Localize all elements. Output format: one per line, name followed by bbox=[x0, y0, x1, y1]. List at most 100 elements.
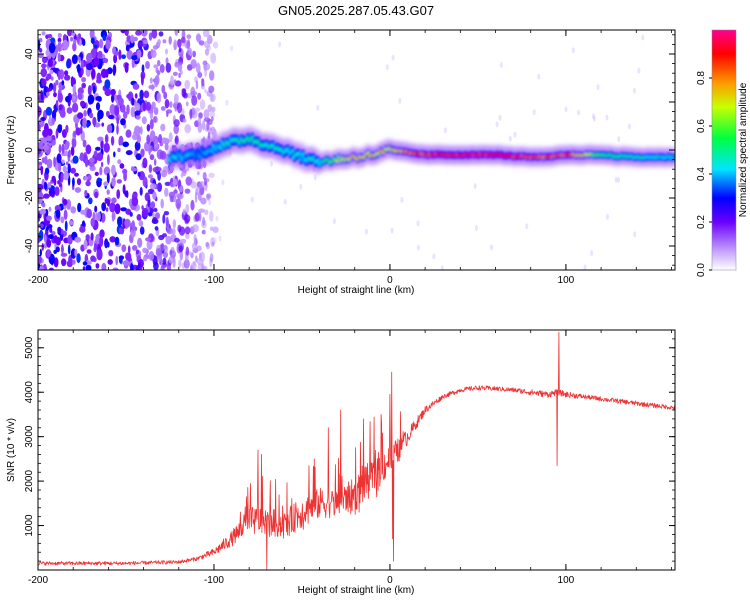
noise-blob bbox=[137, 262, 141, 269]
noise-blob bbox=[134, 125, 141, 136]
noise-blob bbox=[38, 39, 41, 51]
noise-blob bbox=[72, 177, 75, 187]
noise-blob bbox=[40, 165, 44, 176]
noise-blob bbox=[149, 130, 156, 142]
noise-blob bbox=[51, 231, 56, 236]
noise-blob bbox=[137, 41, 143, 47]
noise-blob bbox=[68, 149, 71, 158]
x-tick-label: -100 bbox=[204, 575, 224, 586]
noise-blob bbox=[39, 266, 44, 270]
noise-blob bbox=[71, 77, 76, 87]
noise-blob bbox=[283, 198, 287, 205]
noise-blob bbox=[46, 249, 51, 258]
noise-blob bbox=[475, 225, 478, 231]
noise-blob bbox=[79, 226, 86, 233]
noise-blob bbox=[95, 102, 101, 111]
noise-blob bbox=[99, 38, 104, 49]
noise-blob bbox=[160, 106, 166, 111]
noise-blob bbox=[633, 231, 637, 238]
noise-blob bbox=[119, 163, 125, 169]
noise-blob bbox=[207, 104, 213, 112]
noise-blob bbox=[48, 42, 56, 54]
noise-blob bbox=[155, 248, 162, 257]
noise-blob bbox=[106, 189, 110, 195]
noise-blob bbox=[74, 172, 79, 177]
noise-blob bbox=[82, 139, 87, 148]
noise-blob bbox=[206, 120, 210, 131]
noise-blob bbox=[141, 116, 147, 125]
noise-blob bbox=[109, 236, 116, 243]
noise-blob bbox=[134, 102, 141, 112]
noise-blob bbox=[174, 105, 178, 112]
noise-blob bbox=[93, 56, 100, 67]
noise-blob bbox=[210, 52, 217, 64]
noise-blob bbox=[39, 208, 47, 215]
noise-blob bbox=[38, 229, 44, 241]
noise-blob bbox=[157, 39, 161, 45]
y-tick-label: -40 bbox=[24, 238, 35, 253]
noise-blob bbox=[179, 185, 183, 193]
noise-blob bbox=[202, 172, 207, 180]
noise-blob bbox=[130, 106, 136, 118]
noise-blob bbox=[400, 196, 404, 203]
noise-blob bbox=[583, 264, 587, 270]
noise-blob bbox=[81, 220, 86, 227]
noise-blob bbox=[160, 265, 165, 270]
noise-blob bbox=[96, 152, 104, 162]
noise-blob bbox=[54, 205, 61, 212]
noise-blob bbox=[57, 226, 62, 234]
noise-blob bbox=[114, 106, 120, 117]
noise-blob bbox=[201, 229, 206, 235]
noise-blob bbox=[163, 211, 170, 216]
noise-blob bbox=[191, 261, 197, 270]
noise-blob bbox=[177, 38, 182, 48]
noise-blob bbox=[46, 215, 52, 221]
y-tick-label: -20 bbox=[24, 190, 35, 205]
noise-blob bbox=[537, 73, 541, 80]
noise-blob bbox=[158, 31, 164, 37]
noise-blob bbox=[68, 254, 73, 266]
noise-blob bbox=[92, 85, 96, 95]
noise-blob bbox=[64, 150, 69, 157]
noise-blob bbox=[184, 226, 191, 235]
noise-blob bbox=[66, 199, 72, 210]
noise-blob bbox=[140, 74, 144, 86]
noise-blob bbox=[184, 79, 190, 90]
noise-blob bbox=[63, 144, 70, 150]
noise-blob bbox=[62, 165, 67, 173]
noise-blob bbox=[108, 250, 114, 257]
noise-blob bbox=[162, 39, 167, 44]
noise-blob bbox=[209, 253, 214, 263]
noise-blob bbox=[172, 71, 178, 76]
noise-blob bbox=[64, 70, 69, 76]
noise-blob bbox=[70, 167, 76, 174]
noise-blob bbox=[391, 54, 395, 61]
noise-blob bbox=[48, 234, 54, 240]
noise-blob bbox=[153, 107, 159, 116]
noise-blob bbox=[190, 181, 198, 189]
noise-blob bbox=[163, 244, 168, 250]
noise-blob bbox=[114, 236, 120, 246]
noise-blob bbox=[105, 39, 111, 50]
noise-blob bbox=[126, 93, 132, 99]
noise-blob bbox=[203, 40, 210, 49]
noise-blob bbox=[44, 234, 47, 244]
noise-blob bbox=[154, 158, 157, 166]
noise-blob bbox=[104, 134, 109, 144]
noise-blob bbox=[139, 186, 143, 196]
noise-blob bbox=[181, 108, 185, 116]
noise-blob bbox=[116, 124, 119, 135]
noise-blob bbox=[63, 209, 68, 220]
noise-blob bbox=[57, 92, 63, 103]
noise-blob bbox=[158, 134, 163, 144]
noise-blob bbox=[182, 208, 186, 215]
noise-blob bbox=[250, 196, 254, 203]
noise-blob bbox=[169, 249, 173, 256]
noise-blob bbox=[48, 206, 52, 212]
noise-blob bbox=[125, 252, 131, 261]
noise-blob bbox=[107, 241, 110, 248]
noise-blob bbox=[211, 116, 214, 122]
noise-blob bbox=[131, 220, 136, 232]
noise-blob bbox=[93, 243, 98, 251]
noise-blob bbox=[173, 119, 180, 127]
